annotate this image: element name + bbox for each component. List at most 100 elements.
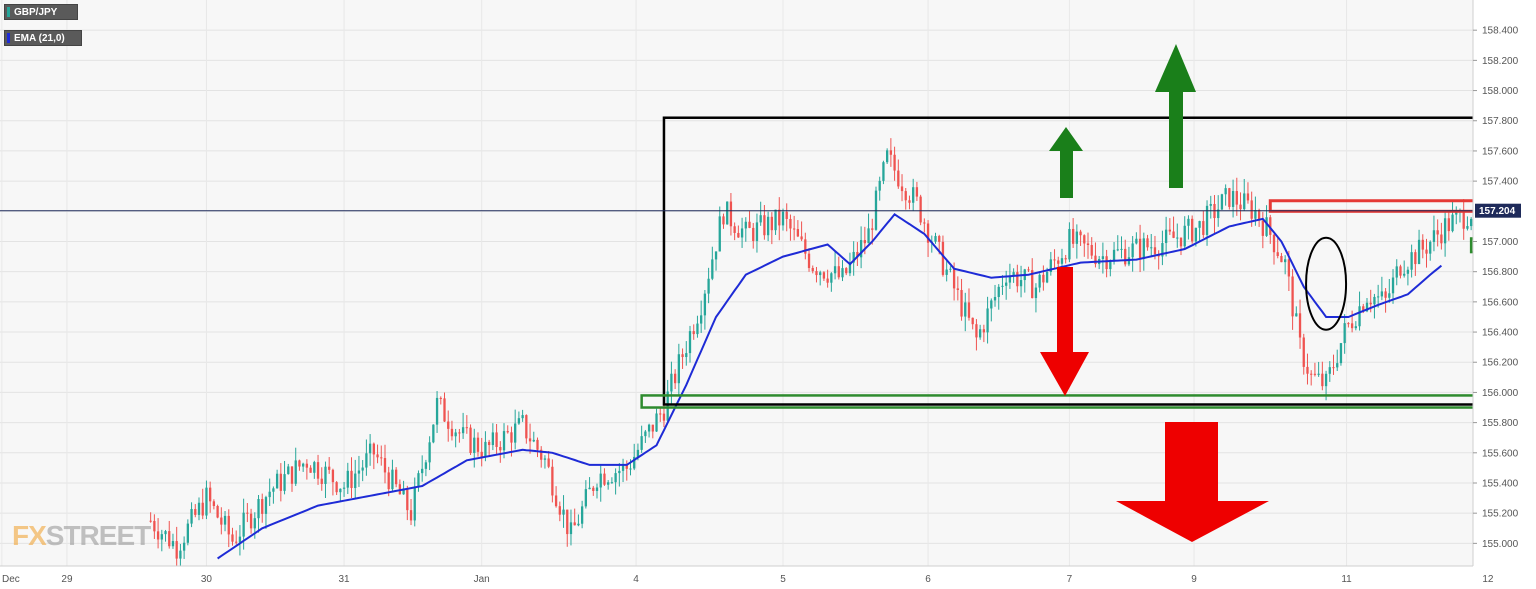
candle-body xyxy=(1202,221,1205,235)
candle-body xyxy=(1194,227,1198,242)
x-axis: Dec293031Jan45679111213141617 xyxy=(0,565,1536,589)
candle-body xyxy=(197,502,201,515)
candle-body xyxy=(692,331,695,335)
candle-body xyxy=(156,531,160,540)
candle-body xyxy=(804,239,807,254)
candle-body xyxy=(320,478,323,484)
candle-body xyxy=(1347,323,1350,325)
candle-body xyxy=(1332,367,1335,369)
candle-body xyxy=(863,240,866,244)
candle-body xyxy=(365,453,368,468)
candle-body xyxy=(287,466,290,475)
candle-body xyxy=(934,236,937,242)
candle-body xyxy=(253,518,256,529)
candle-body xyxy=(502,431,506,451)
candle-body xyxy=(1343,323,1346,344)
candle-body xyxy=(1146,238,1149,248)
candle-body xyxy=(633,456,636,469)
candle-body xyxy=(1403,273,1406,276)
candle-body xyxy=(856,251,859,258)
candle-body xyxy=(168,531,171,547)
candle-body xyxy=(737,232,740,238)
candle-body xyxy=(309,467,312,473)
y-tick-label: 156.400 xyxy=(1482,328,1519,339)
candle-body xyxy=(636,449,640,457)
candle-body xyxy=(885,150,889,163)
y-tick-label: 158.000 xyxy=(1482,86,1519,97)
candle-body xyxy=(837,266,840,278)
candle-body xyxy=(1336,363,1339,368)
candle-body xyxy=(1042,274,1045,283)
candle-body xyxy=(655,413,658,432)
candle-body xyxy=(618,470,621,474)
candle-body xyxy=(807,253,811,269)
candle-body xyxy=(945,269,948,275)
candle-body xyxy=(1071,228,1075,244)
arrow-up-small xyxy=(1049,127,1083,198)
candle-body xyxy=(1261,220,1264,236)
legend-symbol[interactable]: GBP/JPY xyxy=(4,4,78,20)
candle-body xyxy=(528,438,532,442)
candle-body xyxy=(711,259,714,279)
candle-body xyxy=(432,424,435,443)
candle-body xyxy=(1284,259,1287,263)
candle-body xyxy=(592,487,595,491)
candle-body xyxy=(867,228,870,244)
candle-body xyxy=(900,186,904,192)
candle-body xyxy=(729,201,733,227)
candle-body xyxy=(789,218,792,229)
candle-body xyxy=(331,469,335,483)
candle-body xyxy=(290,466,294,484)
candle-body xyxy=(1429,241,1432,254)
legend-indicator[interactable]: EMA (21,0) xyxy=(4,30,82,46)
candle-body xyxy=(1339,343,1343,364)
candle-body xyxy=(1217,209,1220,219)
y-tick-label: 155.000 xyxy=(1482,539,1519,550)
candle-body xyxy=(473,437,476,453)
candle-body xyxy=(294,460,297,484)
candle-body xyxy=(1399,266,1402,276)
candle-body xyxy=(1239,204,1242,210)
candle-body xyxy=(1469,218,1473,227)
candle-body xyxy=(964,302,967,317)
y-tick-label: 157.000 xyxy=(1482,237,1519,248)
candle-body xyxy=(1116,249,1119,251)
candle-body xyxy=(547,458,550,467)
candle-body xyxy=(1250,200,1253,219)
candle-body xyxy=(759,215,762,223)
candle-body xyxy=(1388,293,1391,298)
ema-line xyxy=(217,212,1443,560)
candle-body xyxy=(205,487,208,516)
candle-body xyxy=(1094,255,1097,265)
candle-body xyxy=(328,466,331,470)
candle-body xyxy=(1034,287,1038,299)
candle-body xyxy=(774,209,777,231)
candle-body xyxy=(1406,269,1410,274)
candle-body xyxy=(1053,259,1056,261)
candle-body xyxy=(673,373,677,384)
candle-body xyxy=(1272,234,1276,253)
candle-body xyxy=(417,473,420,487)
candle-body xyxy=(246,512,249,514)
candle-body xyxy=(409,510,413,521)
candle-body xyxy=(1220,194,1224,210)
candle-body xyxy=(696,323,699,335)
candle-body xyxy=(889,150,893,155)
arrow-up-large xyxy=(1155,44,1196,188)
candle-body xyxy=(540,449,543,460)
candle-body xyxy=(383,458,387,473)
candle-body xyxy=(766,216,770,236)
candle-body xyxy=(826,278,829,283)
candle-body xyxy=(435,397,439,425)
candle-body xyxy=(1421,239,1424,250)
candle-body xyxy=(763,215,766,236)
candle-body xyxy=(975,324,978,338)
candle-body xyxy=(1086,243,1090,245)
candle-body xyxy=(714,251,718,260)
candle-body xyxy=(588,487,591,490)
candle-body xyxy=(1235,191,1238,205)
x-tick-label: Dec xyxy=(2,574,20,585)
candle-body xyxy=(421,468,424,474)
candle-body xyxy=(949,268,952,270)
candle-body xyxy=(752,227,755,241)
